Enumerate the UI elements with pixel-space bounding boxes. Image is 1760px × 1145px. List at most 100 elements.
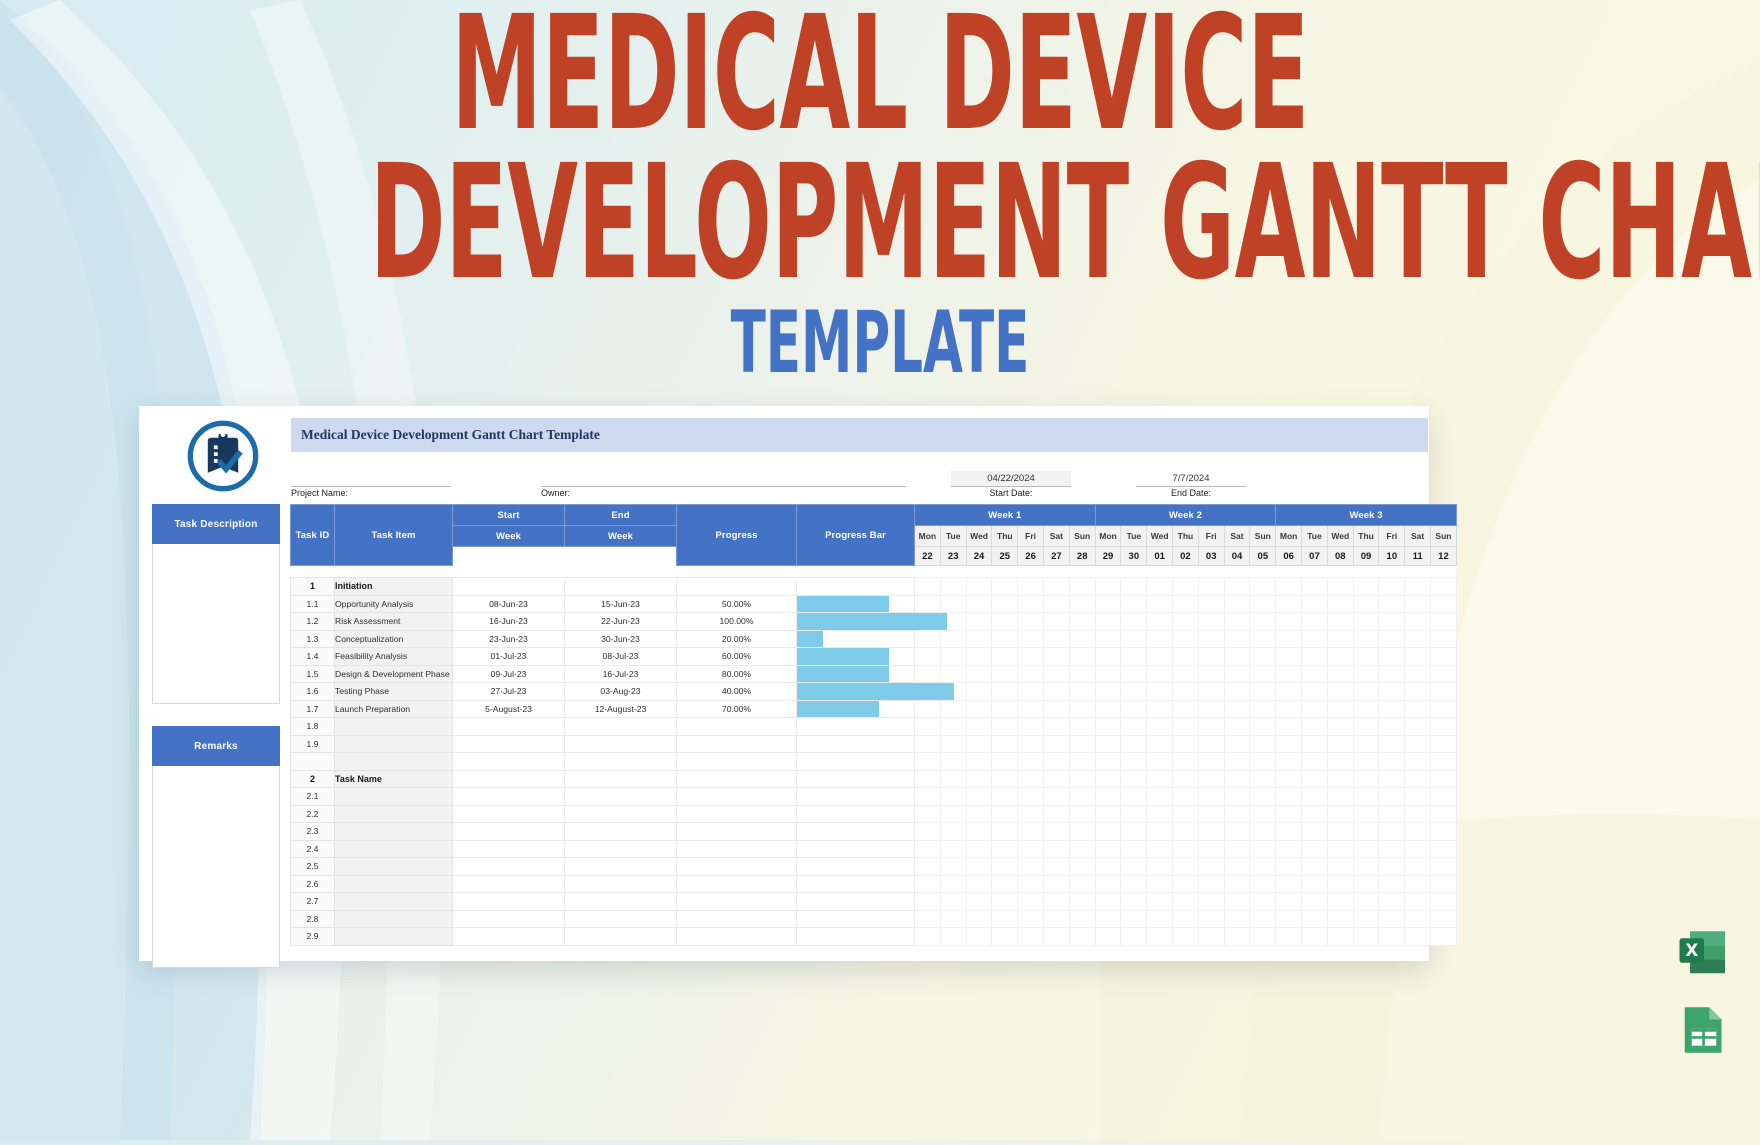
cell-day[interactable] [965,874,993,893]
cell-progress[interactable] [676,892,797,911]
cell-start-date[interactable] [452,857,565,876]
cell-progress[interactable]: 40.00% [676,682,797,701]
cell-day[interactable] [939,822,967,841]
cell-day[interactable] [1352,664,1380,683]
cell-day[interactable] [965,734,993,753]
cell-start-date[interactable] [452,734,565,753]
cell-task-item[interactable] [334,892,453,911]
cell-day[interactable] [1223,892,1251,911]
cell-progress[interactable] [676,577,797,596]
cell-task-id[interactable]: 1.3 [290,629,335,648]
cell-day[interactable] [1326,909,1354,928]
cell-day[interactable] [1017,909,1044,928]
cell-day[interactable] [1223,594,1251,613]
cell-day[interactable] [1301,577,1328,596]
cell-day[interactable] [1430,927,1457,946]
cell-day[interactable] [939,892,967,911]
cell-day[interactable] [1430,804,1457,823]
cell-start-date[interactable]: 09-Jul-23 [452,664,565,683]
cell-day[interactable] [1120,664,1148,683]
cell-day[interactable] [939,927,967,946]
cell-day[interactable] [1352,822,1380,841]
cell-task-id[interactable]: 2.9 [290,927,335,946]
cell-day[interactable] [1223,822,1251,841]
cell-day[interactable] [1223,577,1251,596]
cell-task-id[interactable]: 1.7 [290,699,335,718]
cell-task-item[interactable] [334,874,453,893]
cell-day[interactable] [1120,682,1148,701]
cell-day[interactable] [1120,594,1148,613]
cell-day[interactable] [1120,822,1148,841]
cell-day[interactable] [914,734,941,753]
cell-day[interactable] [1068,577,1096,596]
cell-day[interactable] [1430,717,1457,736]
cell-day[interactable] [1275,577,1303,596]
cell-start-date[interactable] [452,892,565,911]
cell-day[interactable] [991,647,1019,666]
cell-day[interactable] [1172,822,1199,841]
cell-day[interactable] [1172,857,1199,876]
cell-day[interactable] [1275,734,1303,753]
cell-day[interactable] [1017,629,1044,648]
cell-day[interactable] [965,892,993,911]
cell-day[interactable] [1378,647,1406,666]
cell-day[interactable] [1223,647,1251,666]
cell-day[interactable] [1378,612,1406,631]
cell-day[interactable] [914,647,941,666]
cell-day[interactable] [1197,822,1225,841]
cell-day[interactable] [965,629,993,648]
cell-day[interactable] [1042,629,1070,648]
cell-day[interactable] [1301,647,1328,666]
cell-day[interactable] [1430,647,1457,666]
cell-day[interactable] [1275,909,1303,928]
cell-task-id[interactable]: 2.3 [290,822,335,841]
cell-day[interactable] [991,874,1019,893]
cell-day[interactable] [1223,734,1251,753]
cell-day[interactable] [1172,927,1199,946]
cell-day[interactable] [1172,717,1199,736]
cell-task-id[interactable]: 2.1 [290,787,335,806]
cell-day[interactable] [991,594,1019,613]
cell-day[interactable] [1249,734,1277,753]
cell-day[interactable] [1042,699,1070,718]
cell-day[interactable] [1275,664,1303,683]
cell-day[interactable] [991,892,1019,911]
cell-day[interactable] [1017,927,1044,946]
cell-day[interactable] [1094,752,1122,771]
cell-day[interactable] [1094,822,1122,841]
cell-day[interactable] [1197,682,1225,701]
cell-task-id[interactable]: 2.6 [290,874,335,893]
cell-day[interactable] [1068,647,1096,666]
cell-day[interactable] [1094,682,1122,701]
cell-day[interactable] [1275,787,1303,806]
cell-day[interactable] [1404,752,1432,771]
cell-day[interactable] [1094,927,1122,946]
cell-day[interactable] [1275,647,1303,666]
cell-day[interactable] [1172,699,1199,718]
cell-start-date[interactable] [452,839,565,858]
cell-end-date[interactable] [564,804,677,823]
cell-end-date[interactable] [564,892,677,911]
cell-day[interactable] [1068,927,1096,946]
cell-day[interactable] [1068,892,1096,911]
cell-end-date[interactable] [564,839,677,858]
cell-day[interactable] [1326,682,1354,701]
cell-task-item[interactable]: Task Name [334,769,453,788]
cell-day[interactable] [1352,682,1380,701]
cell-day[interactable] [1042,804,1070,823]
cell-day[interactable] [1120,804,1148,823]
cell-day[interactable] [1146,577,1174,596]
cell-day[interactable] [1068,822,1096,841]
cell-day[interactable] [965,787,993,806]
cell-day[interactable] [1249,647,1277,666]
cell-day[interactable] [1223,909,1251,928]
cell-day[interactable] [1249,629,1277,648]
cell-day[interactable] [1223,717,1251,736]
cell-day[interactable] [1068,717,1096,736]
cell-day[interactable] [1249,927,1277,946]
cell-day[interactable] [1430,892,1457,911]
cell-day[interactable] [914,892,941,911]
cell-day[interactable] [1197,647,1225,666]
cell-task-item[interactable]: Launch Preparation [334,699,453,718]
cell-day[interactable] [914,769,941,788]
